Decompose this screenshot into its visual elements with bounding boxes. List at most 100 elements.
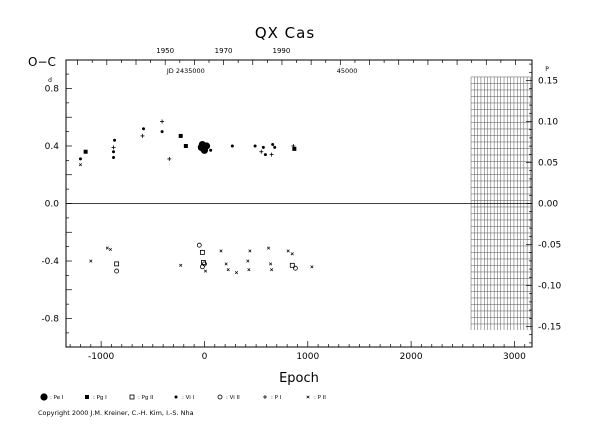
point-p-ii	[105, 246, 109, 250]
cross-stroke	[179, 263, 183, 267]
point-pg-ii	[114, 261, 120, 267]
x-tick-label: -1000	[88, 352, 114, 362]
point-p-ii	[89, 259, 93, 263]
point-pe-i	[40, 393, 48, 401]
cross-stroke	[234, 270, 239, 275]
cross-stroke	[270, 268, 274, 272]
point-p-ii	[270, 268, 274, 272]
cross-stroke	[108, 247, 112, 252]
point-pg-i	[83, 149, 88, 154]
cross-stroke	[286, 249, 290, 253]
y-right-tick-label: 0.05	[538, 159, 558, 169]
right-axis-ticks: 0.15 0.10 0.05 0.00 -0.05 -0.10 -0.15	[526, 63, 562, 344]
point-p-i	[140, 133, 145, 138]
point-p-ii	[269, 262, 273, 266]
point-p-ii	[108, 247, 112, 252]
point-pg-i	[183, 143, 188, 148]
legend-label: : Pg II	[138, 395, 154, 401]
legend-label: : Pg I	[93, 395, 107, 401]
legend-label: : Vi II	[226, 395, 240, 401]
jd-label: 45000	[337, 67, 358, 75]
data-points	[78, 119, 314, 275]
point-p-i	[269, 152, 274, 157]
point-p-ii	[234, 270, 239, 275]
jd-label: JD 2435000	[166, 67, 205, 75]
y-tick-label: -0.4	[41, 257, 59, 267]
legend-label: : P I	[271, 395, 282, 401]
point-p-ii	[179, 263, 183, 267]
point-p-ii	[78, 163, 83, 167]
point-vi-i	[112, 150, 116, 154]
y-axis-label-left: O−C	[28, 55, 56, 69]
point-p-ii	[247, 268, 251, 272]
point-vi-ii	[196, 242, 202, 248]
x-tick-label: 0	[202, 352, 208, 362]
point-p-i	[167, 156, 172, 161]
point-vi-i	[263, 153, 267, 157]
point-p-ii	[203, 269, 208, 273]
y-right-tick-label: -0.15	[538, 323, 561, 333]
x-tick-label: 3000	[503, 352, 526, 362]
point-pe-i	[200, 146, 209, 154]
point-vi-ii	[292, 265, 298, 271]
point-p-ii	[306, 395, 310, 399]
x-axis-label: Epoch	[279, 371, 319, 386]
point-vi-i	[271, 143, 275, 147]
point-vi-i	[207, 144, 211, 148]
legend: : Pe I: Pg I: Pg II: Vi I: Vi II: P I: P…	[40, 393, 326, 401]
point-p-i	[259, 149, 264, 154]
point-p-i	[263, 395, 267, 399]
point-p-ii	[310, 265, 314, 269]
jd-labels: JD 2435000 45000	[166, 67, 358, 75]
point-pg-i	[178, 133, 183, 138]
x-axis-ticks: -1000 0 1000 2000 3000	[69, 341, 526, 362]
cross-stroke	[306, 395, 310, 399]
cross-stroke	[226, 268, 230, 272]
point-p-ii	[224, 262, 228, 266]
point-vi-i	[160, 130, 164, 134]
cross-stroke	[105, 246, 109, 250]
y-right-tick-label: -0.05	[538, 241, 561, 251]
y-right-tick-label: 0.00	[538, 200, 558, 210]
point-p-i	[291, 143, 296, 148]
point-p-ii	[290, 252, 294, 256]
y-axis-unit-left: d	[48, 77, 52, 84]
y-tick-label: 0.4	[45, 142, 60, 152]
copyright-text: Copyright 2000 J.M. Kreiner, C.-H. Kim, …	[38, 409, 194, 417]
point-pg-ii	[289, 262, 295, 268]
point-vi-i	[209, 148, 213, 152]
point-vi-ii	[217, 394, 223, 400]
cross-stroke	[203, 269, 208, 273]
y-axis-unit-right: P	[545, 66, 549, 73]
cross-stroke	[290, 252, 294, 256]
point-p-ii	[226, 268, 230, 272]
cross-stroke	[310, 265, 314, 269]
point-p-i	[111, 145, 116, 150]
point-pg-i	[85, 395, 89, 399]
legend-label: : Vi I	[182, 395, 195, 401]
cross-stroke	[269, 262, 273, 266]
top-axis-ticks: 1950 1970 1990	[77, 47, 516, 65]
point-vi-i	[273, 145, 277, 149]
cross-stroke	[248, 249, 252, 253]
point-p-ii	[248, 249, 252, 253]
y-tick-label: 0.0	[45, 200, 60, 210]
point-vi-i	[113, 138, 117, 142]
left-axis-ticks: 0.8 0.4 0.0 -0.4 -0.8	[41, 73, 72, 334]
point-vi-i	[78, 157, 82, 161]
point-pe-i	[198, 140, 206, 149]
y-tick-label: -0.8	[41, 315, 59, 325]
y-tick-label: 0.8	[45, 84, 60, 94]
point-p-ii	[266, 246, 271, 250]
point-p-ii	[286, 249, 290, 253]
year-tick-label: 1950	[156, 47, 174, 55]
point-vi-ii	[202, 261, 207, 267]
point-p-i	[160, 119, 165, 124]
year-tick-label: 1970	[215, 47, 233, 55]
point-vi-i	[261, 145, 265, 149]
point-pg-i	[292, 146, 297, 151]
point-vi-ii	[114, 268, 120, 274]
point-pg-ii	[199, 249, 205, 255]
point-pg-ii	[129, 394, 135, 400]
